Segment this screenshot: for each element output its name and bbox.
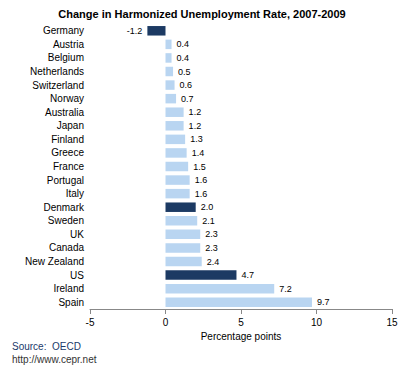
svg-text:US: US	[70, 270, 84, 281]
svg-text:1.3: 1.3	[190, 134, 203, 144]
svg-text:5: 5	[238, 317, 244, 328]
svg-text:0.5: 0.5	[178, 67, 191, 77]
svg-text:Norway: Norway	[50, 93, 84, 104]
svg-text:Sweden: Sweden	[48, 215, 84, 226]
svg-text:0.4: 0.4	[177, 53, 190, 63]
svg-text:7.2: 7.2	[279, 284, 292, 294]
svg-text:Switzerland: Switzerland	[32, 80, 84, 91]
svg-text:1.6: 1.6	[195, 175, 208, 185]
svg-text:9.7: 9.7	[317, 297, 330, 307]
svg-text:Germany: Germany	[43, 25, 84, 36]
svg-text:Greece: Greece	[51, 147, 84, 158]
svg-text:Portugal: Portugal	[47, 175, 84, 186]
svg-text:Finland: Finland	[51, 134, 84, 145]
svg-text:4.7: 4.7	[241, 270, 254, 280]
svg-text:1.6: 1.6	[195, 189, 208, 199]
svg-text:2.3: 2.3	[205, 229, 218, 239]
svg-text:Belgium: Belgium	[48, 52, 84, 63]
svg-text:2.3: 2.3	[205, 243, 218, 253]
svg-text:Denmark: Denmark	[43, 202, 85, 213]
svg-text:http://www.cepr.net: http://www.cepr.net	[12, 354, 97, 365]
svg-text:Ireland: Ireland	[53, 283, 84, 294]
svg-text:10: 10	[311, 317, 323, 328]
svg-text:Percentage points: Percentage points	[201, 331, 282, 342]
svg-text:New Zealand: New Zealand	[25, 256, 84, 267]
svg-text:Change in Harmonized Unemploym: Change in Harmonized Unemployment Rate, …	[58, 8, 345, 20]
svg-text:1.2: 1.2	[189, 107, 202, 117]
svg-text:-1.2: -1.2	[127, 26, 143, 36]
svg-text:15: 15	[386, 317, 398, 328]
svg-text:0.6: 0.6	[180, 80, 193, 90]
svg-text:Italy: Italy	[66, 188, 84, 199]
svg-text:2.4: 2.4	[207, 257, 220, 267]
svg-text:0: 0	[163, 317, 169, 328]
svg-text:France: France	[53, 161, 85, 172]
svg-text:UK: UK	[70, 229, 84, 240]
svg-text:2.0: 2.0	[201, 202, 214, 212]
svg-text:0.4: 0.4	[177, 39, 190, 49]
svg-text:Austria: Austria	[53, 39, 85, 50]
svg-text:-5: -5	[86, 317, 95, 328]
svg-text:1.4: 1.4	[192, 148, 205, 158]
svg-text:1.5: 1.5	[193, 162, 206, 172]
svg-text:Netherlands: Netherlands	[30, 66, 84, 77]
svg-text:2.1: 2.1	[202, 216, 215, 226]
svg-text:Australia: Australia	[45, 107, 84, 118]
svg-text:Japan: Japan	[57, 120, 84, 131]
svg-text:Spain: Spain	[58, 297, 84, 308]
svg-text:0.7: 0.7	[181, 94, 194, 104]
svg-text:Canada: Canada	[49, 242, 84, 253]
svg-text:Source: OECD: Source: OECD	[12, 341, 81, 352]
svg-text:1.2: 1.2	[189, 121, 202, 131]
